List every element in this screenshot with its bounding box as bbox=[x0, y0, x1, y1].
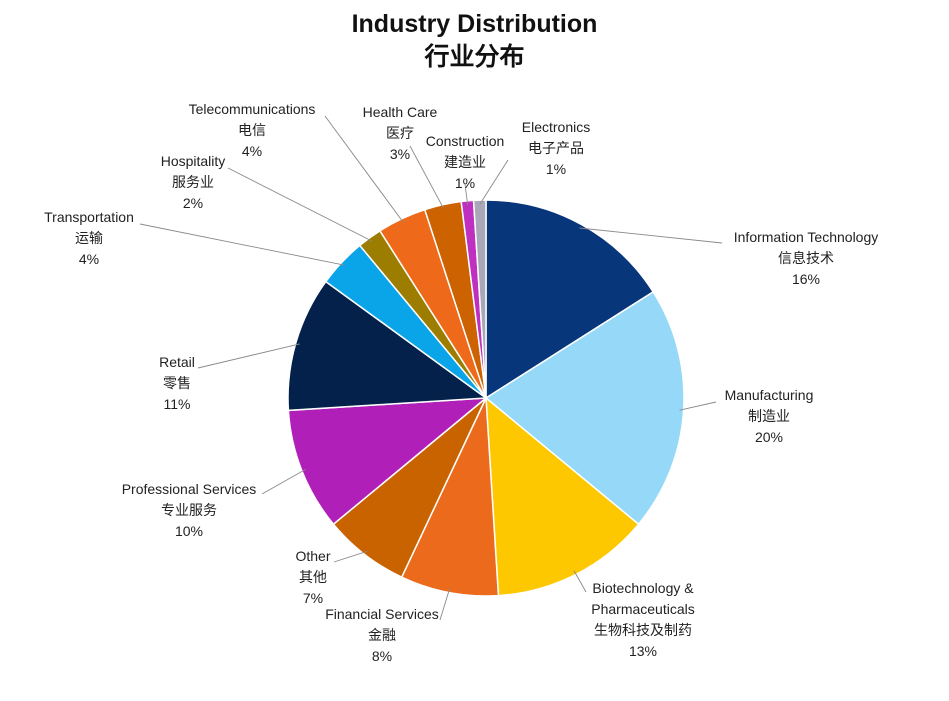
leader-line-information-technology bbox=[579, 227, 723, 244]
label-en: Transportation bbox=[44, 209, 134, 225]
label-pct: 4% bbox=[242, 143, 262, 159]
label-en: Pharmaceuticals bbox=[591, 601, 695, 617]
label-pct: 3% bbox=[390, 146, 410, 162]
label-pct: 20% bbox=[755, 429, 783, 445]
label-en: Financial Services bbox=[325, 606, 439, 622]
label-zh: 电子产品 bbox=[528, 141, 584, 157]
slice-label-transportation: Transportation 运输 4% bbox=[44, 209, 134, 267]
slice-label-professional-services: Professional Services 专业服务 10% bbox=[122, 481, 257, 539]
leader-line-hospitality bbox=[227, 167, 373, 242]
label-pct: 4% bbox=[79, 251, 99, 267]
leader-line-manufacturing bbox=[679, 401, 717, 411]
label-en: Construction bbox=[426, 133, 505, 149]
slice-label-telecommunications: Telecommunications 电信 4% bbox=[189, 101, 316, 159]
chart-subtitle: 行业分布 bbox=[424, 42, 525, 71]
slice-label-information-technology: Information Technology 信息技术 16% bbox=[734, 229, 879, 287]
label-pct: 1% bbox=[546, 161, 566, 177]
pie-slices bbox=[287, 199, 685, 597]
pie-slice-professional-services bbox=[287, 397, 489, 526]
chart-title-block: Industry Distribution 行业分布 bbox=[0, 8, 949, 74]
label-en: Telecommunications bbox=[189, 101, 316, 117]
label-en: Health Care bbox=[363, 104, 438, 120]
label-en: Biotechnology & bbox=[592, 580, 694, 596]
label-pct: 7% bbox=[303, 590, 323, 606]
label-zh: 其他 bbox=[299, 570, 327, 586]
label-zh: 制造业 bbox=[748, 409, 790, 425]
slice-label-hospitality: Hospitality 服务业 2% bbox=[161, 153, 226, 211]
label-zh: 电信 bbox=[238, 123, 266, 139]
label-en: Information Technology bbox=[734, 229, 879, 245]
label-zh: 金融 bbox=[368, 628, 396, 644]
label-en: Professional Services bbox=[122, 481, 257, 497]
slice-label-retail: Retail 零售 11% bbox=[159, 354, 195, 412]
slice-label-electronics: Electronics 电子产品 1% bbox=[522, 119, 590, 177]
label-zh: 服务业 bbox=[172, 175, 214, 191]
label-zh: 医疗 bbox=[386, 126, 414, 142]
slice-label-biotechnology-pharmaceuticals: Biotechnology & Pharmaceuticals 生物科技及制药 13% bbox=[591, 580, 695, 659]
label-en: Manufacturing bbox=[725, 387, 814, 403]
leader-line-retail bbox=[197, 343, 300, 369]
leader-line-other bbox=[333, 550, 368, 563]
label-pct: 16% bbox=[792, 271, 820, 287]
label-en: Retail bbox=[159, 354, 195, 370]
label-zh: 生物科技及制药 bbox=[594, 623, 692, 639]
leader-line-electronics bbox=[479, 159, 509, 205]
label-zh: 零售 bbox=[163, 376, 191, 392]
label-en: Electronics bbox=[522, 119, 590, 135]
slice-labels: Information Technology 信息技术 16% Manufacturi… bbox=[44, 101, 878, 664]
label-pct: 8% bbox=[372, 648, 392, 664]
chart-title: Industry Distribution bbox=[351, 10, 598, 38]
label-zh: 信息技术 bbox=[778, 250, 834, 267]
leader-line-professional-services bbox=[261, 469, 306, 495]
label-zh: 建造业 bbox=[444, 155, 486, 171]
pie-slice-manufacturing bbox=[484, 290, 685, 526]
label-zh: 专业服务 bbox=[161, 503, 217, 519]
leader-line-transportation bbox=[139, 223, 345, 266]
leader-line-financial-services bbox=[439, 588, 451, 621]
pie-slice-retail bbox=[287, 280, 489, 412]
label-pct: 1% bbox=[455, 175, 475, 191]
label-en: Hospitality bbox=[161, 153, 226, 169]
slice-label-manufacturing: Manufacturing 制造业 20% bbox=[725, 387, 814, 445]
slice-label-health-care: Health Care 医疗 3% bbox=[363, 104, 438, 162]
label-pct: 13% bbox=[629, 643, 657, 659]
slice-label-financial-services: Financial Services 金融 8% bbox=[325, 606, 439, 664]
pie-slice-financial-services bbox=[400, 397, 500, 597]
label-pct: 10% bbox=[175, 523, 203, 539]
leader-line-construction bbox=[464, 183, 469, 205]
label-pct: 2% bbox=[183, 195, 203, 211]
leader-lines bbox=[139, 115, 723, 621]
leader-line-biotechnology-pharmaceuticals bbox=[573, 570, 587, 593]
label-zh: 运输 bbox=[75, 231, 103, 247]
pie-slice-electronics bbox=[472, 199, 487, 399]
label-en: Other bbox=[295, 548, 330, 564]
pie-slice-information-technology bbox=[485, 199, 655, 400]
leader-line-telecommunications bbox=[324, 115, 404, 223]
slice-label-other: Other 其他 7% bbox=[295, 548, 330, 606]
label-pct: 11% bbox=[164, 396, 191, 412]
leader-line-health-care bbox=[409, 145, 445, 209]
slice-label-construction: Construction 建造业 1% bbox=[426, 133, 505, 191]
